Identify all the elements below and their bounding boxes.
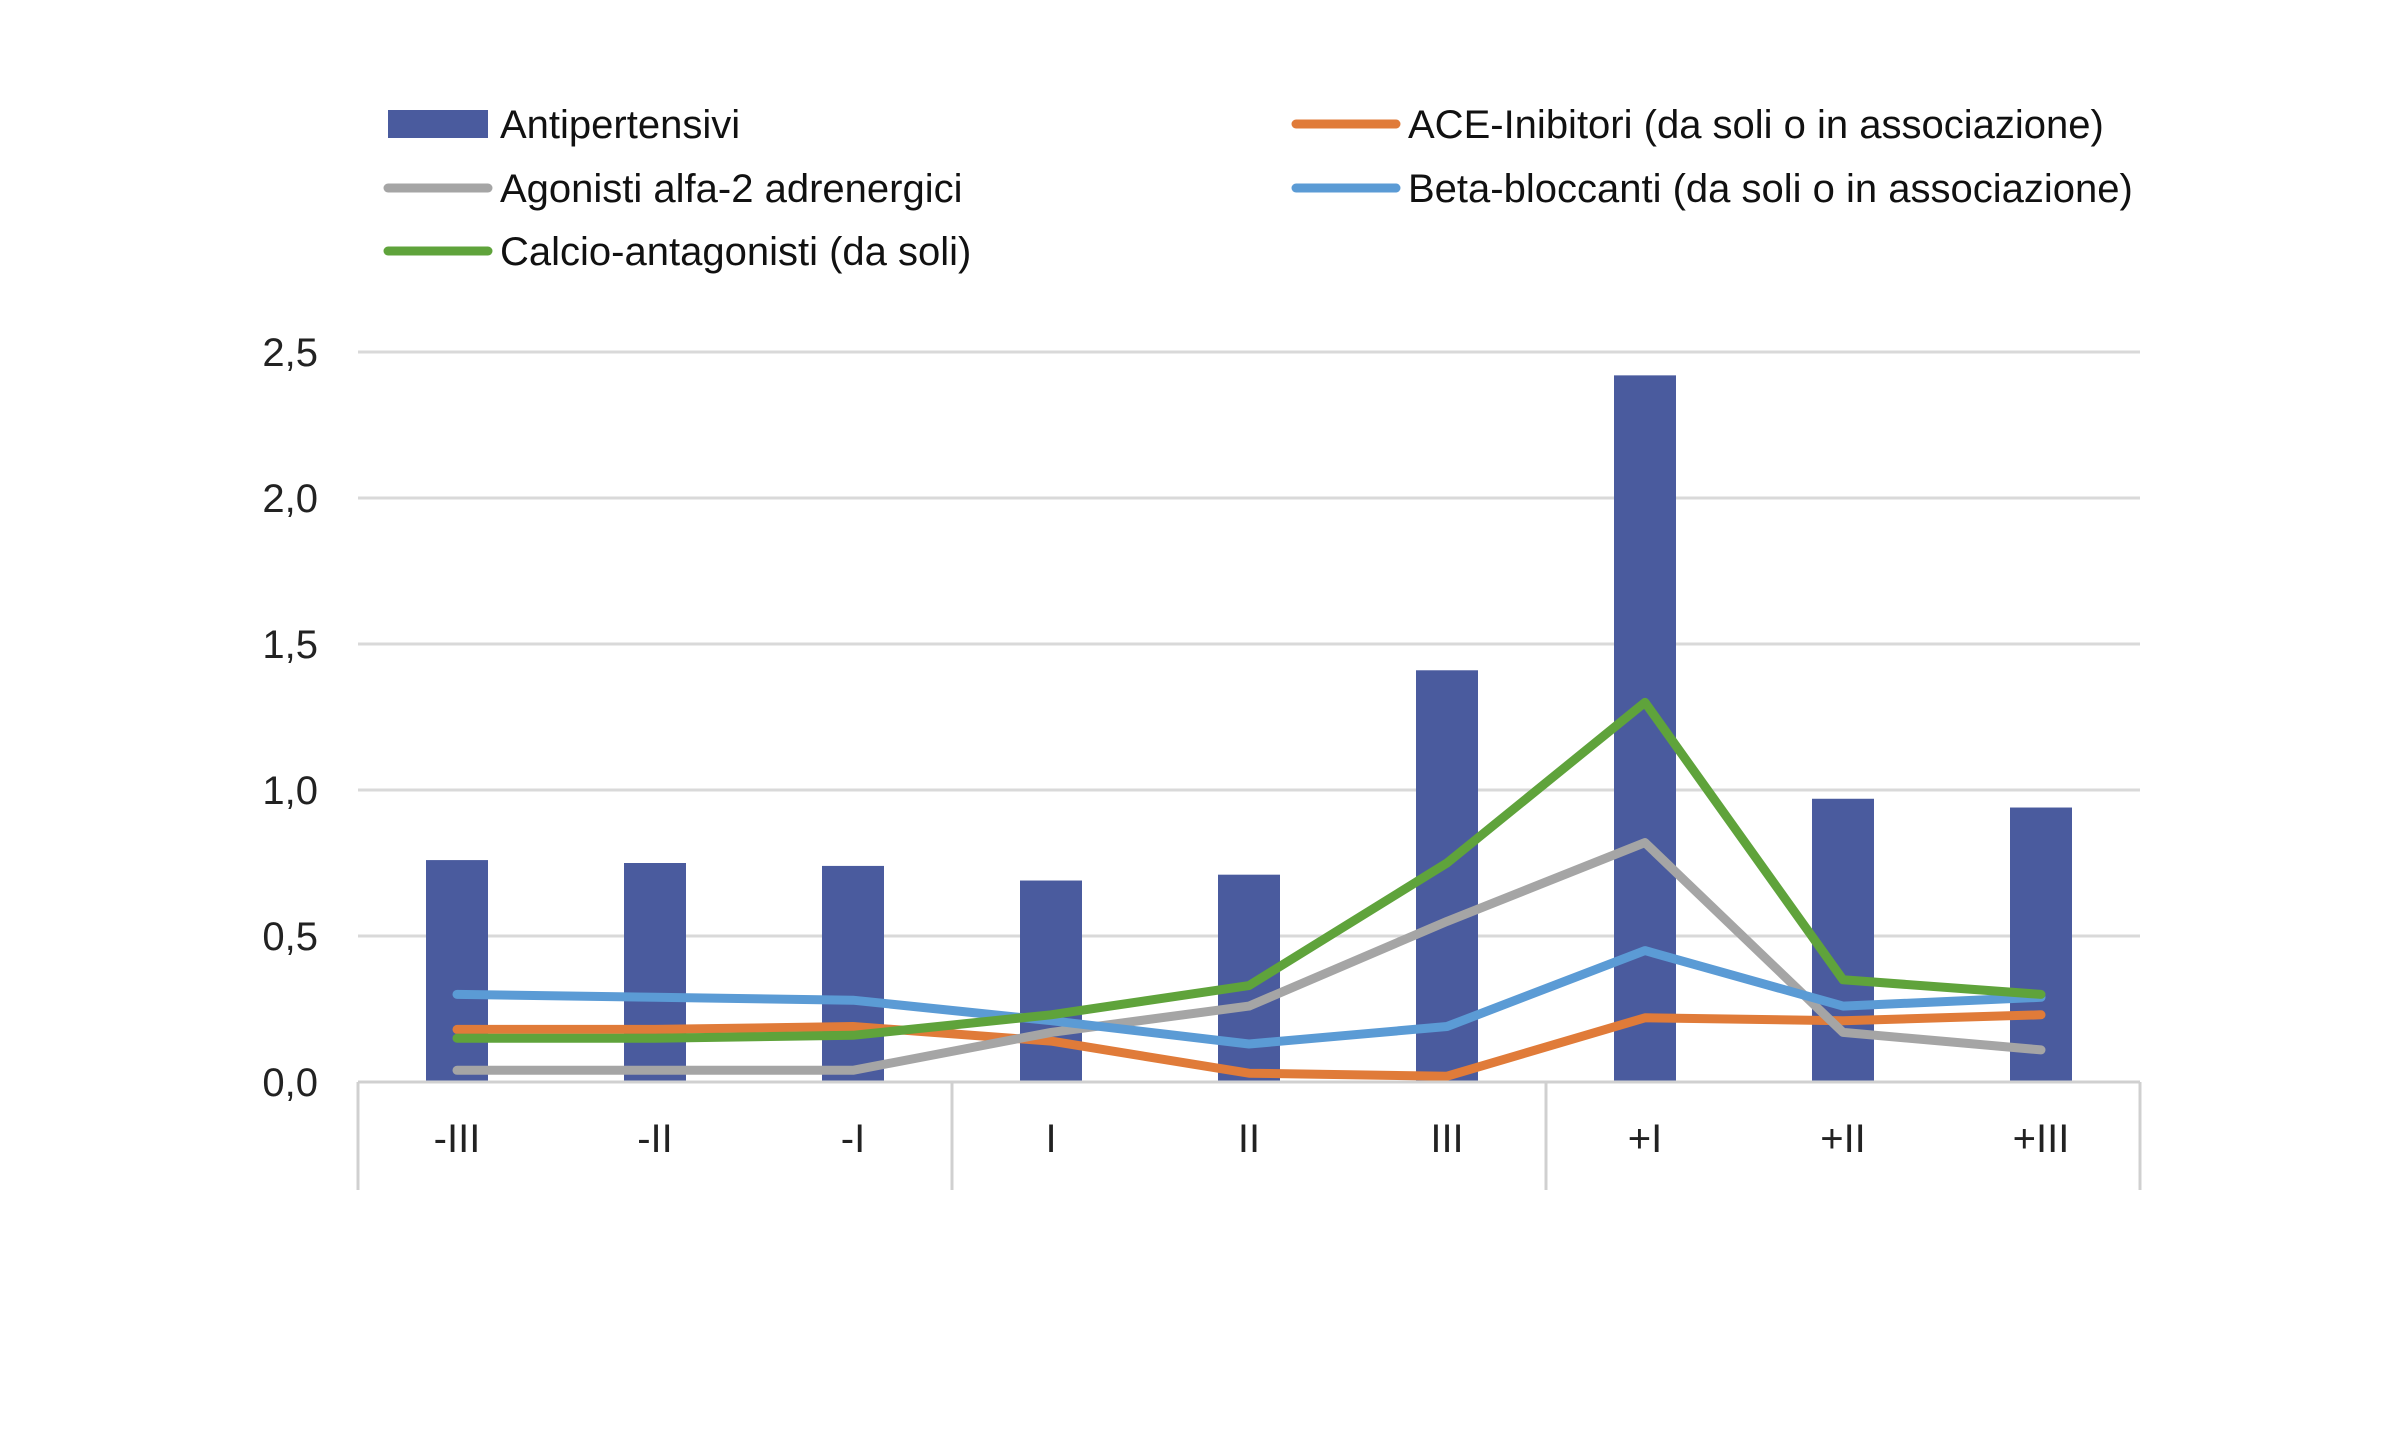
line-ace-inibitori-da-soli-o-in-associazione: [452, 1010, 2046, 1081]
bar-antipertensivi: [426, 860, 488, 1082]
y-tick-label: 2,5: [262, 331, 318, 375]
legend-item-calcio-antagonisti-da-soli: Calcio-antagonisti (da soli): [383, 230, 971, 274]
legend-item-beta-bloccanti-da-soli-o-in-associazione: Beta-bloccanti (da soli o in associazion…: [1291, 167, 2133, 211]
bar-antipertensivi: [624, 863, 686, 1082]
legend-label: Antipertensivi: [500, 103, 740, 147]
bar-antipertensivi: [1218, 874, 1280, 1082]
x-tick-label: +II: [1820, 1117, 1866, 1161]
x-tick-label: +I: [1628, 1117, 1662, 1161]
bar-antipertensivi: [822, 865, 884, 1082]
x-axis: -III -II -I I II III +I +II +III: [356, 1080, 2142, 1190]
legend-item-agonisti-alfa-2-adrenergici: Agonisti alfa-2 adrenergici: [383, 167, 962, 211]
legend-item-antipertensivi: Antipertensivi: [388, 103, 740, 147]
x-tick-label: -II: [637, 1117, 673, 1161]
x-tick-label: III: [1430, 1117, 1463, 1161]
x-tick-label: II: [1238, 1117, 1260, 1161]
legend-label: Calcio-antagonisti (da soli): [500, 230, 971, 274]
legend-label: Agonisti alfa-2 adrenergici: [500, 167, 962, 211]
y-tick-label: 1,0: [262, 769, 318, 813]
x-tick-label: I: [1045, 1117, 1056, 1161]
legend-label: Beta-bloccanti (da soli o in associazion…: [1408, 167, 2133, 211]
y-axis: 0,0 0,5 1,0 1,5 2,0 2,5: [262, 331, 318, 1105]
line-calcio-antagonisti-da-soli: [452, 697, 2046, 1043]
line-beta-bloccanti-da-soli-o-in-associazione: [452, 946, 2046, 1049]
legend-item-ace-inibitori-da-soli-o-in-associazione: ACE-Inibitori (da soli o in associazione…: [1291, 103, 2104, 147]
x-tick-label: -I: [841, 1117, 865, 1161]
y-tick-label: 0,0: [262, 1061, 318, 1105]
y-tick-label: 0,5: [262, 915, 318, 959]
line-agonisti-alfa-2-adrenergici: [452, 838, 2046, 1075]
legend: Antipertensivi ACE-Inibitori (da soli o i…: [383, 103, 2133, 274]
line-series: [452, 697, 2046, 1081]
x-tick-label: -III: [434, 1117, 481, 1161]
bar-series: [426, 375, 2072, 1082]
legend-swatch: [388, 110, 488, 138]
bar-antipertensivi: [2010, 807, 2072, 1082]
x-tick-label: +III: [2013, 1117, 2070, 1161]
legend-label: ACE-Inibitori (da soli o in associazione…: [1408, 103, 2104, 147]
y-tick-label: 1,5: [262, 623, 318, 667]
bar-antipertensivi: [1020, 880, 1082, 1082]
bar-antipertensivi: [1812, 798, 1874, 1082]
y-tick-label: 2,0: [262, 477, 318, 521]
